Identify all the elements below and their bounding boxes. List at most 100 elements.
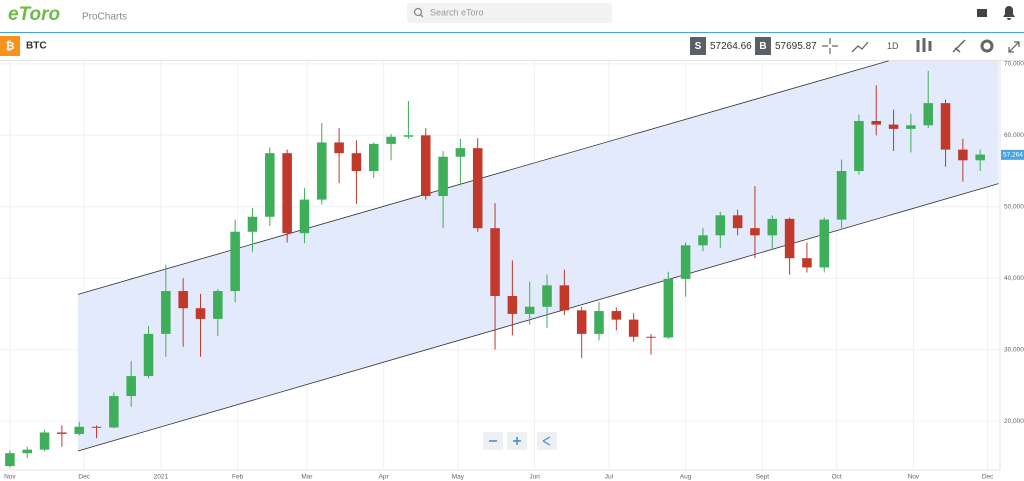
chart-type-icon[interactable]	[851, 41, 869, 53]
draw-icon[interactable]	[952, 39, 966, 53]
candle-body	[802, 258, 812, 268]
crosshair-icon[interactable]	[822, 38, 838, 54]
candle-body	[403, 135, 414, 137]
x-tick-label: Dec	[982, 474, 994, 481]
candle-body	[334, 142, 344, 154]
search-icon	[413, 7, 423, 17]
candle-body	[524, 306, 535, 314]
candle-body	[854, 121, 864, 172]
candle-body	[646, 336, 656, 338]
logo[interactable]: eToro	[8, 4, 60, 25]
btc-icon	[0, 36, 20, 56]
btc-glyph: ₿	[6, 40, 15, 52]
x-tick-label: Sept	[756, 474, 770, 481]
candle-body	[282, 153, 292, 234]
symbol: BTC	[26, 41, 47, 52]
candle-body	[91, 426, 102, 428]
x-tick-label: Oct	[832, 474, 842, 481]
candle-body	[975, 154, 985, 161]
candle-body	[143, 333, 154, 377]
candle-body	[39, 432, 50, 450]
y-tick-label: 60,000	[1004, 132, 1024, 139]
candle-body	[472, 148, 483, 229]
x-tick-label: Feb	[232, 474, 244, 481]
zoom-in-icon	[513, 437, 521, 445]
candle-body	[490, 228, 500, 297]
candle-body	[819, 219, 830, 268]
x-tick-label: Mar	[301, 474, 313, 481]
share[interactable]	[537, 432, 557, 450]
channel-upper	[77, 60, 889, 295]
candle-body	[594, 311, 604, 334]
toolbar	[0, 33, 1024, 60]
search-box[interactable]	[407, 3, 612, 23]
y-tick-label: 30,000	[1004, 346, 1024, 353]
search-placeholder: Search eToro	[430, 7, 484, 17]
candle-body	[213, 291, 223, 319]
buy-price[interactable]: 57695.87	[775, 41, 817, 52]
search-icon	[420, 14, 424, 18]
x-tick-label: Jul	[605, 474, 614, 481]
candle-body	[299, 199, 310, 234]
candle-body	[750, 228, 760, 236]
candle-body	[542, 285, 552, 307]
candle-body	[923, 103, 933, 126]
plot: 20,000 30,000 40,000 50,000 60,000 70,000 Nov D…	[0, 60, 1024, 481]
x-tick-label: Jun	[529, 474, 540, 481]
x-tick-label: Aug	[680, 474, 692, 481]
candle-body	[161, 291, 171, 334]
x-tick-label: Nov	[908, 474, 920, 481]
interval[interactable]: 1D	[887, 41, 899, 51]
candle-body	[5, 453, 15, 467]
candle-body	[940, 103, 951, 150]
x-tick-label: 2021	[154, 474, 169, 481]
candle-body	[420, 135, 431, 197]
last-price-label: 57,264	[1003, 152, 1023, 159]
candle-body	[958, 149, 968, 161]
candle-body	[247, 216, 258, 232]
share-icon	[542, 436, 551, 446]
channel-lower	[77, 183, 999, 452]
x-tick-label: Apr	[379, 474, 390, 481]
candle-body	[368, 143, 379, 172]
candle-body	[715, 215, 726, 236]
candle-body	[507, 296, 518, 314]
sell-tag-text: S	[695, 41, 702, 52]
fullscreen-icon[interactable]	[1008, 41, 1020, 53]
candle-body	[386, 136, 396, 144]
candle-body	[455, 148, 466, 157]
candle-body	[351, 153, 362, 172]
sell-tag[interactable]	[690, 37, 706, 55]
candle-body	[22, 449, 32, 454]
candle-body	[74, 426, 84, 434]
candle-body	[230, 231, 240, 292]
x-tick-label: Dec	[78, 474, 90, 481]
candle-body	[126, 376, 136, 397]
candle-body	[628, 319, 639, 337]
candle-body	[265, 153, 275, 217]
candle-body	[698, 235, 708, 246]
last-price-tag	[1001, 149, 1024, 160]
candle-body	[178, 291, 188, 309]
buy-tag-text: B	[759, 41, 766, 52]
candle-body	[109, 396, 119, 428]
candle-body	[317, 142, 327, 200]
candle-icon[interactable]	[916, 38, 932, 52]
y-tick-label: 70,000	[1004, 61, 1024, 68]
candle-body	[611, 311, 622, 320]
sell-price[interactable]: 57264.66	[710, 41, 752, 52]
candle-body	[663, 278, 674, 338]
bell-icon[interactable]	[1003, 6, 1015, 20]
candle-body	[732, 215, 743, 229]
settings-icon[interactable]	[980, 39, 994, 53]
candle-body	[57, 432, 67, 434]
candle-body	[836, 171, 847, 220]
layout-icon[interactable]	[977, 9, 987, 17]
buy-tag[interactable]	[755, 37, 771, 55]
candle-body	[195, 308, 206, 319]
product-name: ProCharts	[82, 12, 127, 23]
candle-body	[906, 125, 916, 129]
y-tick-label: 40,000	[1004, 275, 1024, 282]
